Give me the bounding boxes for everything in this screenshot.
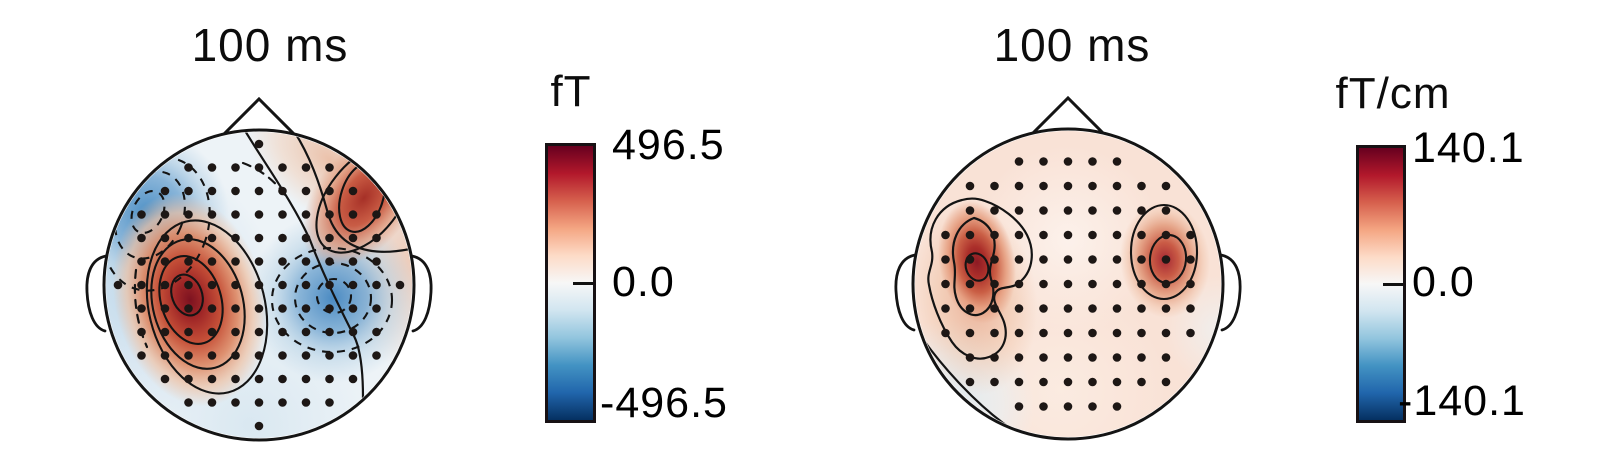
colorbar-mag-tick-min: -496.5 — [600, 378, 728, 427]
panel-title-magnetometers: 100 ms — [191, 19, 349, 71]
colorbar-mag-tick-zero: 0.0 — [612, 257, 675, 306]
colorbar-magnetometers — [545, 143, 596, 423]
colorbar-grad-tick-min: -140.1 — [1398, 376, 1526, 425]
colorbar-zero-tick — [1383, 283, 1403, 286]
panel-title-gradiometers: 100 ms — [993, 19, 1151, 71]
colorbar-grad-tick-zero: 0.0 — [1412, 257, 1475, 306]
colorbar-zero-tick — [573, 282, 593, 285]
colorbar-unit-label-ftcm: fT/cm — [1335, 69, 1451, 118]
colorbar-unit-label-ft: fT — [550, 67, 592, 116]
colorbar-mag-tick-max: 496.5 — [612, 120, 725, 169]
colorbar-gradiometers — [1356, 145, 1406, 423]
colorbar-grad-tick-max: 140.1 — [1412, 123, 1525, 172]
